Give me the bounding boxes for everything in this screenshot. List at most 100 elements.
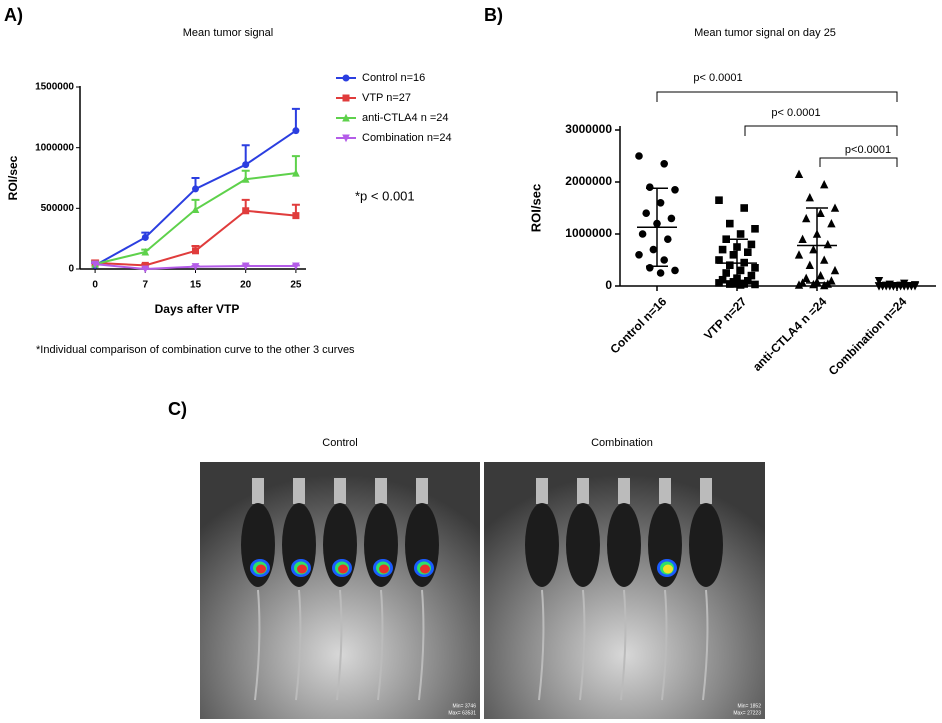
data-point	[667, 214, 676, 223]
data-point	[241, 262, 250, 271]
scale-max: Max= 63531	[448, 710, 476, 716]
sd-bar	[806, 207, 828, 284]
data-point	[830, 265, 840, 275]
clamp	[700, 478, 712, 504]
data-point	[635, 251, 643, 259]
image-caption: Control	[322, 437, 357, 449]
data-point	[816, 208, 825, 217]
data-point	[823, 239, 832, 249]
chart-title: Mean tumor signal on day 25	[694, 27, 836, 39]
image-caption: Combination	[591, 437, 653, 449]
data-point	[671, 266, 679, 275]
signal	[663, 564, 673, 574]
data-point	[820, 180, 829, 189]
data-point	[191, 205, 200, 214]
data-point	[726, 280, 734, 288]
scale-min: Min= 3746	[453, 703, 477, 709]
data-point	[646, 183, 654, 191]
data-point	[141, 233, 149, 241]
significance-label: p<0.0001	[845, 144, 891, 156]
y-tick-label: 0	[68, 264, 74, 275]
mouse	[607, 503, 641, 587]
data-point	[744, 248, 752, 256]
data-point	[646, 264, 654, 272]
chart-title: Mean tumor signal	[183, 27, 274, 39]
x-tick-label: 25	[290, 280, 302, 291]
signal	[420, 564, 430, 574]
data-point	[722, 269, 730, 277]
tail	[702, 589, 709, 701]
data-point	[798, 234, 807, 243]
annotation: *p < 0.001	[355, 188, 415, 203]
data-point	[751, 225, 759, 233]
clamp	[618, 478, 630, 504]
clamp	[577, 478, 589, 504]
data-point	[830, 203, 840, 212]
mouse	[566, 503, 600, 587]
data-point	[729, 251, 738, 259]
tail	[377, 589, 384, 701]
data-point	[874, 277, 884, 286]
tail	[620, 589, 627, 701]
tail	[254, 589, 261, 701]
data-point	[809, 279, 818, 289]
y-tick-label: 3000000	[565, 122, 612, 136]
legend-marker	[342, 74, 350, 82]
y-tick-label: 1000000	[565, 226, 612, 240]
x-tick-label: 20	[240, 280, 252, 291]
data-point	[718, 245, 727, 254]
clamp	[416, 478, 428, 504]
sd-bar	[646, 187, 668, 267]
mouse	[689, 503, 723, 587]
data-point	[642, 209, 650, 217]
tail	[661, 589, 668, 701]
data-point	[635, 152, 643, 160]
footnote: *Individual comparison of combination cu…	[36, 344, 355, 356]
tail	[295, 589, 302, 701]
tail	[336, 589, 343, 701]
y-axis-label: ROI/sec	[6, 155, 20, 200]
data-point	[191, 263, 200, 271]
y-tick-label: 0	[605, 278, 612, 292]
data-point	[292, 168, 300, 177]
data-point	[736, 281, 745, 289]
signal	[338, 564, 348, 574]
data-point	[242, 161, 250, 169]
sd-bar	[726, 238, 748, 288]
significance-bracket	[819, 157, 898, 167]
y-tick-label: 1500000	[35, 82, 74, 93]
significance-bracket	[744, 125, 898, 136]
y-tick-label: 1000000	[35, 142, 74, 153]
x-axis-label: Days after VTP	[155, 302, 240, 316]
legend-label: anti-CTLA4 n =24	[362, 112, 449, 124]
data-point	[751, 264, 759, 272]
significance-bracket	[656, 91, 898, 102]
data-point	[192, 247, 199, 255]
data-point	[794, 280, 804, 289]
signal	[379, 564, 389, 574]
x-tick-label: VTP n=27	[701, 294, 749, 342]
clamp	[375, 478, 387, 504]
x-tick-label: 7	[143, 280, 149, 291]
legend-label: Control n=16	[362, 72, 425, 84]
clamp	[659, 478, 671, 504]
data-point	[715, 196, 723, 204]
data-point	[827, 219, 836, 228]
legend-marker	[342, 113, 350, 122]
data-point	[751, 280, 759, 289]
data-point	[656, 199, 665, 207]
scale-min: Min= 1852	[738, 703, 762, 709]
data-point	[715, 279, 723, 287]
data-point	[656, 269, 665, 277]
error-bar	[291, 107, 300, 131]
data-point	[242, 207, 250, 215]
data-point	[794, 169, 804, 178]
data-point	[794, 250, 804, 259]
data-point	[874, 282, 884, 291]
signal	[297, 564, 307, 574]
data-point	[649, 245, 658, 254]
scale-max: Max= 27223	[733, 710, 761, 716]
data-point	[802, 213, 811, 223]
data-point	[660, 256, 668, 264]
